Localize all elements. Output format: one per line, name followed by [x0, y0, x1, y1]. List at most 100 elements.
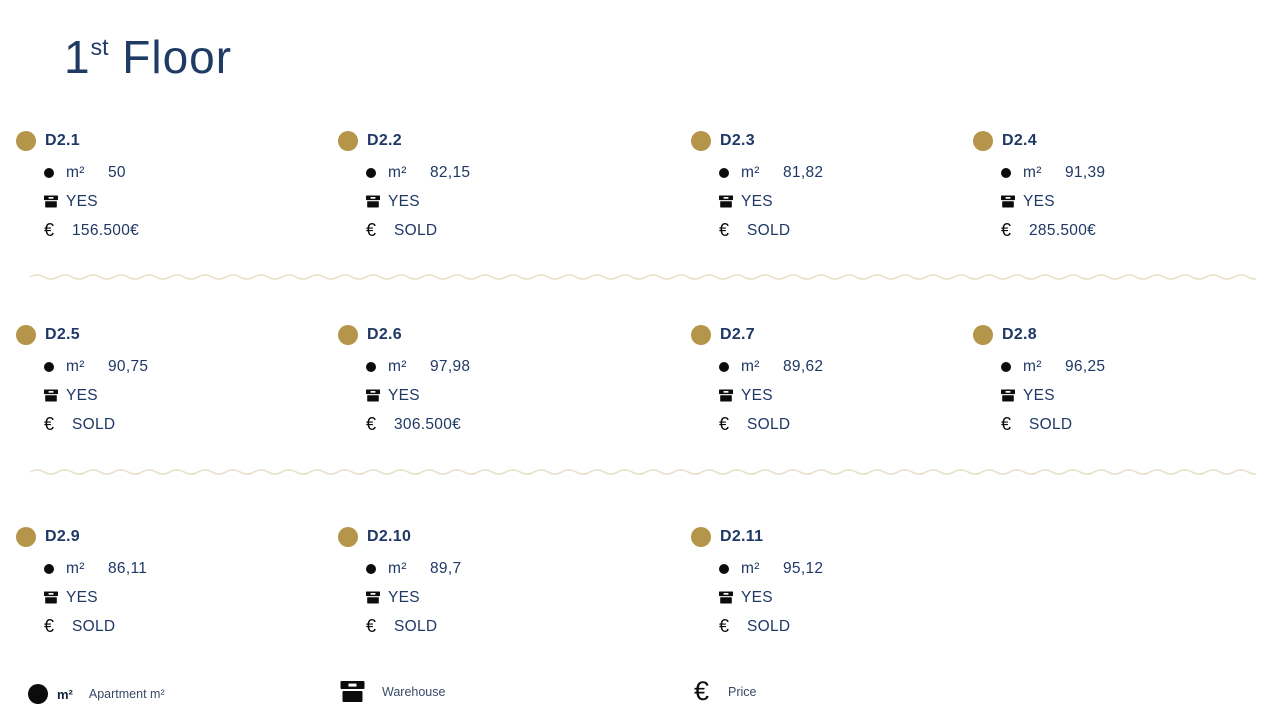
legend: m² Apartment m² Warehouse € Price	[0, 672, 1280, 716]
unit-header: D2.6	[338, 325, 638, 345]
sqm-value: 96,25	[1065, 357, 1106, 375]
legend-item-apartment: m² Apartment m²	[28, 684, 165, 704]
unit-id: D2.8	[1002, 326, 1037, 343]
unit-warehouse-line: YES	[719, 583, 991, 612]
euro-icon: €	[694, 676, 710, 706]
unit-id: D2.7	[720, 326, 755, 343]
unit-header: D2.5	[16, 325, 316, 345]
euro-icon: €	[1001, 414, 1012, 434]
price-value: 285.500€	[1029, 221, 1097, 239]
warehouse-icon	[719, 389, 741, 402]
unit-header: D2.7	[691, 325, 991, 345]
unit-id: D2.9	[45, 528, 80, 545]
unit-price-line: € SOLD	[719, 612, 991, 641]
unit-id: D2.11	[720, 528, 764, 545]
euro-icon: €	[719, 414, 730, 434]
price-value: SOLD	[72, 415, 116, 433]
price-value: 156.500€	[72, 221, 140, 239]
euro-icon: €	[44, 414, 55, 434]
unit-price-line: € 285.500€	[1001, 216, 1273, 245]
euro-icon: €	[366, 414, 377, 434]
warehouse-value: YES	[741, 588, 773, 606]
sqm-label: m²	[66, 357, 85, 375]
legend-item-warehouse: Warehouse	[340, 680, 445, 703]
unit-sqm-line: m² 97,98	[366, 352, 638, 381]
unit-bullet-icon	[691, 325, 711, 345]
warehouse-icon	[719, 591, 741, 604]
unit-header: D2.8	[973, 325, 1273, 345]
euro-icon: €	[719, 616, 730, 636]
apartment-dot-icon	[1001, 361, 1023, 372]
warehouse-value: YES	[1023, 192, 1055, 210]
price-value: SOLD	[747, 221, 791, 239]
unit-price-line: € SOLD	[44, 410, 316, 439]
sqm-label: m²	[66, 559, 85, 577]
unit-bullet-icon	[16, 325, 36, 345]
warehouse-value: YES	[66, 192, 98, 210]
unit-sqm-line: m² 82,15	[366, 158, 638, 187]
unit-warehouse-line: YES	[1001, 187, 1273, 216]
warehouse-value: YES	[388, 386, 420, 404]
unit-id: D2.4	[1002, 132, 1037, 149]
unit-warehouse-line: YES	[44, 583, 316, 612]
unit-bullet-icon	[973, 131, 993, 151]
apartment-dot-icon	[366, 361, 388, 372]
euro-icon: €	[366, 220, 377, 240]
page-title: 1st Floor	[64, 30, 232, 84]
sqm-label: m²	[741, 163, 760, 181]
warehouse-icon	[719, 195, 741, 208]
unit-sqm-line: m² 81,82	[719, 158, 991, 187]
page-title-ordinal: st	[90, 34, 109, 60]
sqm-label: m²	[741, 559, 760, 577]
unit-card: D2.2 m² 82,15 YES € SOLD	[338, 131, 638, 245]
sqm-label: m²	[66, 163, 85, 181]
warehouse-box-icon	[340, 680, 365, 703]
sqm-value: 89,62	[783, 357, 824, 375]
unit-row-3: D2.9 m² 86,11 YES € SOLD D2.10	[0, 527, 1280, 657]
unit-row-2: D2.5 m² 90,75 YES € SOLD D2.6	[0, 325, 1280, 455]
euro-icon: €	[44, 220, 55, 240]
unit-warehouse-line: YES	[366, 583, 638, 612]
price-value: 306.500€	[394, 415, 462, 433]
price-value: SOLD	[394, 221, 438, 239]
legend-sqm-symbol: m²	[57, 686, 73, 702]
apartment-dot-icon	[719, 167, 741, 178]
legend-warehouse-label: Warehouse	[382, 684, 446, 699]
wavy-divider	[30, 274, 1256, 280]
unit-id: D2.2	[367, 132, 402, 149]
legend-apartment-label: Apartment m²	[88, 687, 165, 701]
warehouse-icon	[44, 591, 66, 604]
unit-sqm-line: m² 86,11	[44, 554, 316, 583]
unit-warehouse-line: YES	[719, 381, 991, 410]
apartment-dot-icon	[1001, 167, 1023, 178]
page-title-number: 1	[64, 31, 91, 83]
unit-card: D2.11 m² 95,12 YES € SOLD	[691, 527, 991, 641]
unit-bullet-icon	[691, 527, 711, 547]
unit-card: D2.10 m² 89,7 YES € SOLD	[338, 527, 638, 641]
unit-header: D2.10	[338, 527, 638, 547]
wavy-divider	[30, 469, 1256, 475]
page-title-text: Floor	[108, 31, 233, 83]
warehouse-value: YES	[1023, 386, 1055, 404]
unit-price-line: € SOLD	[366, 612, 638, 641]
unit-card: D2.1 m² 50 YES € 156.500€	[16, 131, 316, 245]
unit-bullet-icon	[338, 325, 358, 345]
warehouse-icon	[366, 389, 388, 402]
apartment-dot-icon	[366, 563, 388, 574]
sqm-value: 90,75	[108, 357, 149, 375]
unit-warehouse-line: YES	[719, 187, 991, 216]
unit-price-line: € 306.500€	[366, 410, 638, 439]
unit-bullet-icon	[16, 527, 36, 547]
unit-price-line: € SOLD	[719, 410, 991, 439]
unit-sqm-line: m² 89,7	[366, 554, 638, 583]
euro-icon: €	[719, 220, 730, 240]
unit-bullet-icon	[338, 527, 358, 547]
apartment-dot-icon	[44, 563, 66, 574]
unit-warehouse-line: YES	[366, 187, 638, 216]
euro-icon: €	[44, 616, 55, 636]
price-value: SOLD	[747, 617, 791, 635]
price-value: SOLD	[1029, 415, 1073, 433]
warehouse-icon	[1001, 195, 1023, 208]
unit-header: D2.1	[16, 131, 316, 151]
price-value: SOLD	[747, 415, 791, 433]
